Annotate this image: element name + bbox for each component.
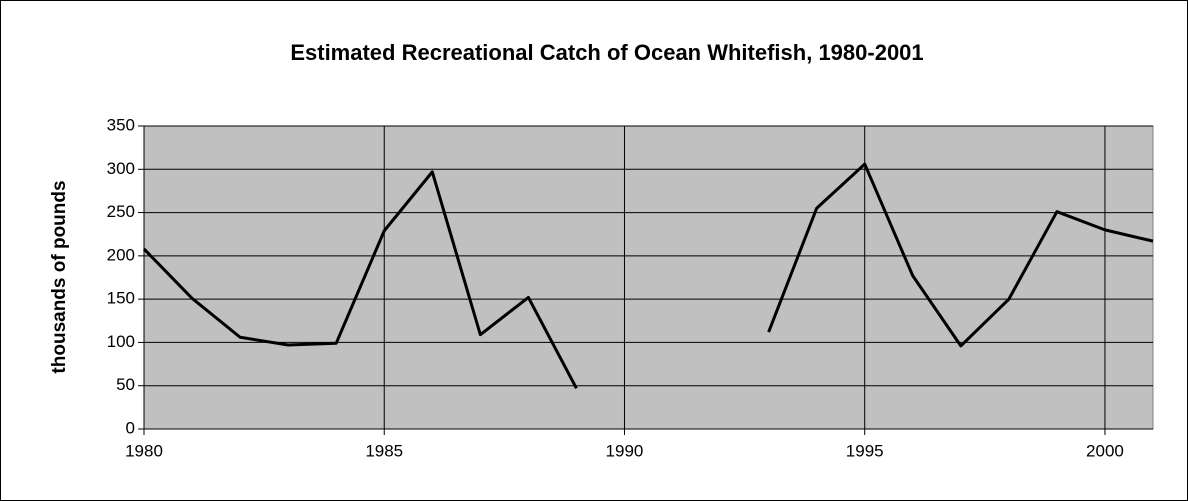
y-tick-label: 250 xyxy=(107,202,135,221)
y-tick-label: 0 xyxy=(126,418,135,437)
chart-title: Estimated Recreational Catch of Ocean Wh… xyxy=(290,40,923,65)
y-tick-label: 200 xyxy=(107,245,135,264)
y-tick-label: 150 xyxy=(107,289,135,308)
x-tick-label: 2000 xyxy=(1086,441,1124,460)
data-line xyxy=(142,162,1154,390)
y-tick-label: 50 xyxy=(116,375,135,394)
plot-area xyxy=(143,125,1154,430)
y-tick-label: 350 xyxy=(107,115,135,134)
x-tick-label: 1980 xyxy=(125,441,163,460)
x-tick-label: 1990 xyxy=(606,441,644,460)
x-tick-label: 1985 xyxy=(365,441,403,460)
y-tick-label: 300 xyxy=(107,159,135,178)
y-tick-label: 100 xyxy=(107,332,135,351)
y-axis-label: thousands of pounds xyxy=(49,180,70,373)
x-tick-label: 1995 xyxy=(846,441,884,460)
